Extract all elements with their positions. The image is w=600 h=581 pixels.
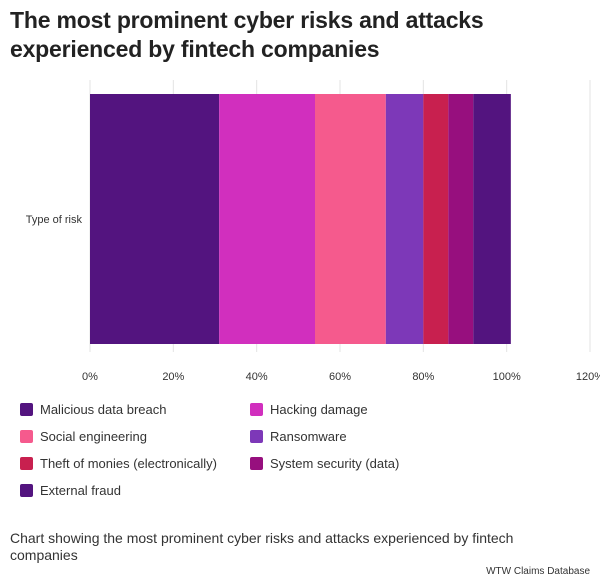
x-tick-label: 40% xyxy=(246,371,268,383)
legend-label: Ransomware xyxy=(270,428,347,444)
legend-swatch xyxy=(250,402,263,416)
bar-segment-ransomware xyxy=(385,94,424,344)
source-note: WTW Claims Database xyxy=(486,566,590,577)
legend-item: External fraud xyxy=(20,482,250,498)
chart-legend: Malicious data breach Hacking damage Socia… xyxy=(20,401,580,498)
chart-title: The most prominent cyber risks and attac… xyxy=(10,7,484,62)
legend-item: Theft of monies (electronically) xyxy=(20,455,250,471)
x-tick-label: 0% xyxy=(82,371,98,383)
x-tick-label: 60% xyxy=(329,371,351,383)
legend-item: Ransomware xyxy=(250,428,510,444)
legend-label: System security (data) xyxy=(270,455,400,471)
chart-caption: Chart showing the most prominent cyber r… xyxy=(10,530,514,563)
bar-segment-hacking-damage xyxy=(219,94,315,344)
legend-swatch xyxy=(250,456,263,470)
x-tick-label: 80% xyxy=(412,371,434,383)
x-tick-label: 20% xyxy=(162,371,184,383)
bar-segment-malicious-data-breach xyxy=(90,94,220,344)
bar-segment-theft-of-monies-electronically xyxy=(423,94,449,344)
legend-label: Theft of monies (electronically) xyxy=(40,455,218,471)
legend-swatch xyxy=(20,483,33,497)
legend-label: Hacking damage xyxy=(270,401,368,417)
bar-segment-system-security-data xyxy=(448,94,474,344)
bar-segment-social-engineering xyxy=(315,94,386,344)
legend-item: Malicious data breach xyxy=(20,401,250,417)
legend-item: Hacking damage xyxy=(250,401,510,417)
legend-swatch xyxy=(250,429,263,443)
legend-label: External fraud xyxy=(40,482,121,498)
x-tick-label: 120% xyxy=(576,371,600,383)
legend-swatch xyxy=(20,402,33,416)
legend-item: System security (data) xyxy=(250,455,510,471)
legend-label: Malicious data breach xyxy=(40,401,167,417)
legend-swatch xyxy=(20,429,33,443)
legend-label: Social engineering xyxy=(40,428,147,444)
category-label: Type of risk xyxy=(26,214,83,226)
legend-swatch xyxy=(20,456,33,470)
stacked-bar-chart: 0% 20% 40% 60% 80% 100% 120% Type of risk xyxy=(26,80,600,383)
legend-item: Social engineering xyxy=(20,428,250,444)
x-tick-label: 100% xyxy=(493,371,521,383)
bar-segment-external-fraud xyxy=(473,94,511,344)
